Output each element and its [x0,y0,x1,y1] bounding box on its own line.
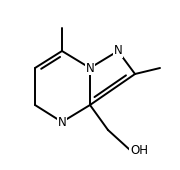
Text: N: N [114,45,122,57]
Text: N: N [58,115,66,129]
Text: N: N [86,62,94,74]
Text: OH: OH [130,143,148,157]
